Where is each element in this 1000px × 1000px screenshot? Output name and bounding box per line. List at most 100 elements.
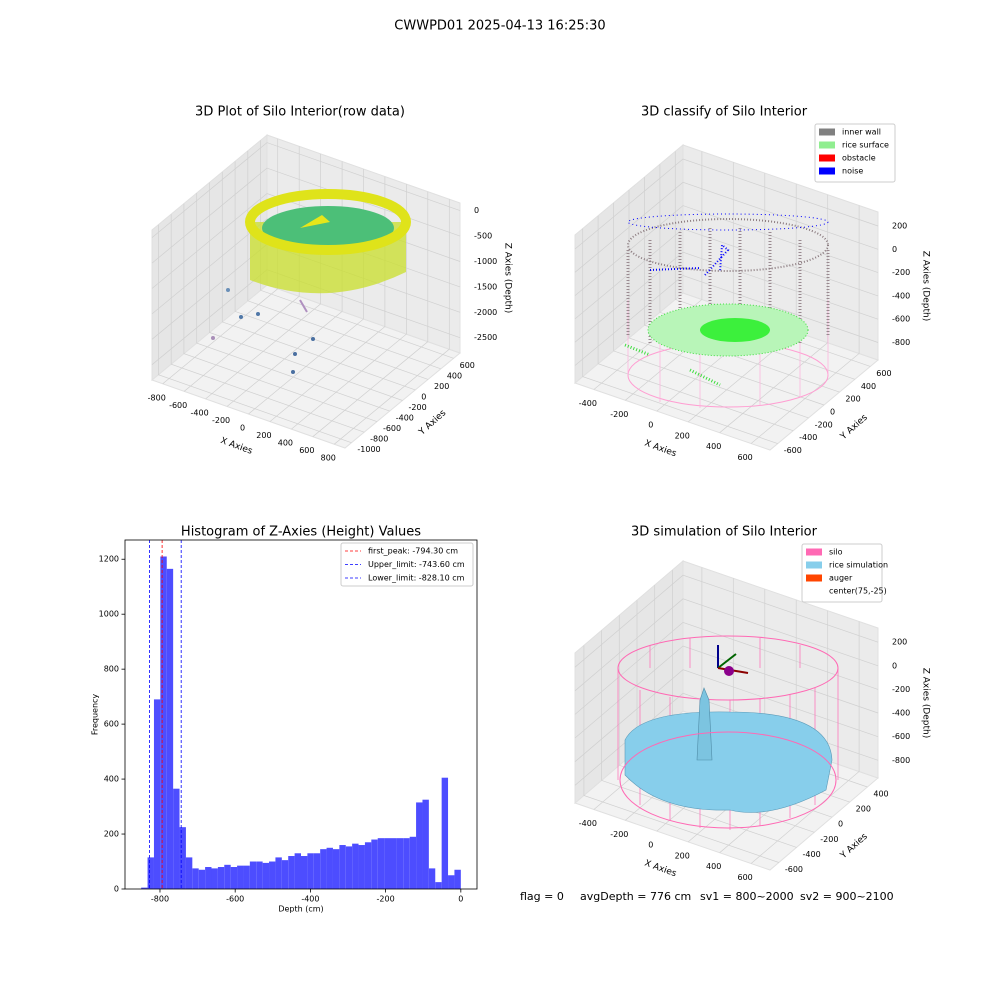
silo-wire [619,731,837,829]
bar [224,864,231,889]
bar [211,868,218,889]
rice-surface [624,711,833,813]
x-tick-label: -200 [377,895,395,904]
x-tick-label: 0 [458,895,463,904]
grid-line [291,184,407,430]
z-axis-label: Z Axies (Depth) [921,668,931,739]
x-axis-label: Depth (cm) [278,905,323,914]
grid-line [593,151,703,390]
x-tick-label: 200 [675,851,690,860]
grid-line [601,630,797,848]
bar [281,860,289,889]
legend-swatch [819,154,835,162]
grid-line [574,669,879,762]
legend-label: rice simulation [829,561,888,570]
y-tick-label: 0 [421,392,426,401]
bar [288,856,295,889]
bar [192,868,199,889]
classified-cloud [624,213,830,408]
legend-label: obstacle [842,154,876,163]
y-tick-label: 600 [104,720,119,729]
x-tick-label: -400 [579,819,597,828]
bar [358,845,365,889]
bar [269,861,276,889]
z-tick-label: -800 [892,338,910,347]
x-tick-label: -400 [301,895,319,904]
bar [275,857,282,889]
z-tick-label: -2000 [474,308,497,317]
grid-line [574,181,879,273]
legend-swatch [806,548,822,556]
bar [371,839,378,889]
x-tick-label: 0 [240,424,245,433]
grid-line [151,142,461,238]
legend-label: Upper_limit: -743.60 cm [368,560,465,569]
bar [313,853,321,889]
x-tick-label: 0 [648,421,653,430]
y-tick-label: -200 [409,403,427,412]
bar [256,861,263,889]
grid-line [162,138,279,385]
x-tick-label: -200 [610,830,628,839]
bar [364,842,372,889]
cloud-dot [256,312,260,316]
bar [352,843,359,889]
bar [173,788,180,889]
bar [141,887,148,889]
grid-line [234,161,429,380]
grid-line [183,203,378,422]
z-tick-label: -1000 [474,257,497,266]
bar [217,867,225,889]
x-tick-label: -800 [151,895,169,904]
z-tick-label: 0 [474,206,479,215]
bar [435,882,442,889]
bar [237,865,244,889]
grid-line [574,158,879,250]
grid-line [574,598,879,692]
bar [384,838,391,889]
y-tick-label: -400 [799,433,817,442]
grid-line [334,199,450,445]
cloud-dot [226,288,230,292]
x-tick-label: 200 [256,431,271,440]
grid-line [674,151,871,367]
x-tick-label: 400 [706,862,721,871]
cloud-dot [211,336,215,340]
x-tick-label: 400 [706,442,721,451]
x-tick-label: -200 [610,410,628,419]
cloud-dot [291,370,295,374]
z-tick-label: 0 [892,245,897,254]
z-tick-label: -800 [892,756,910,765]
bar [243,865,250,889]
z-tick-label: -600 [892,315,910,324]
x-tick-label: 200 [675,431,690,440]
legend-swatch [819,167,835,175]
cloud-dot [299,299,308,313]
grid-line [209,182,403,401]
y-tick-label: -400 [396,414,414,423]
bar [262,862,270,889]
legend-swatch [806,561,822,569]
y-tick-label: 1200 [99,555,119,564]
auger [724,666,734,676]
grid-line [574,645,879,739]
grid-line [312,191,429,437]
cloud-spike [300,215,330,228]
grid-line [196,193,390,412]
legend-swatch [819,141,835,149]
bar [422,799,429,889]
bar [205,867,212,889]
x-tick-label: -800 [148,393,166,402]
y-tick-label: 200 [104,830,119,839]
y-tick-label: -600 [785,865,803,874]
cloud-dot [311,337,315,341]
x-tick-label: 400 [278,439,293,448]
y-tick-label: 600 [460,361,475,370]
axis-arrow [717,653,737,669]
figure-title: CWWPD01 2025-04-13 16:25:30 [394,19,605,34]
legend-label: silo [829,548,843,557]
grid-line [260,140,454,359]
z-tick-label: -200 [892,268,910,277]
legend-label: noise [842,167,863,176]
y-tick-label: 200 [434,382,449,391]
